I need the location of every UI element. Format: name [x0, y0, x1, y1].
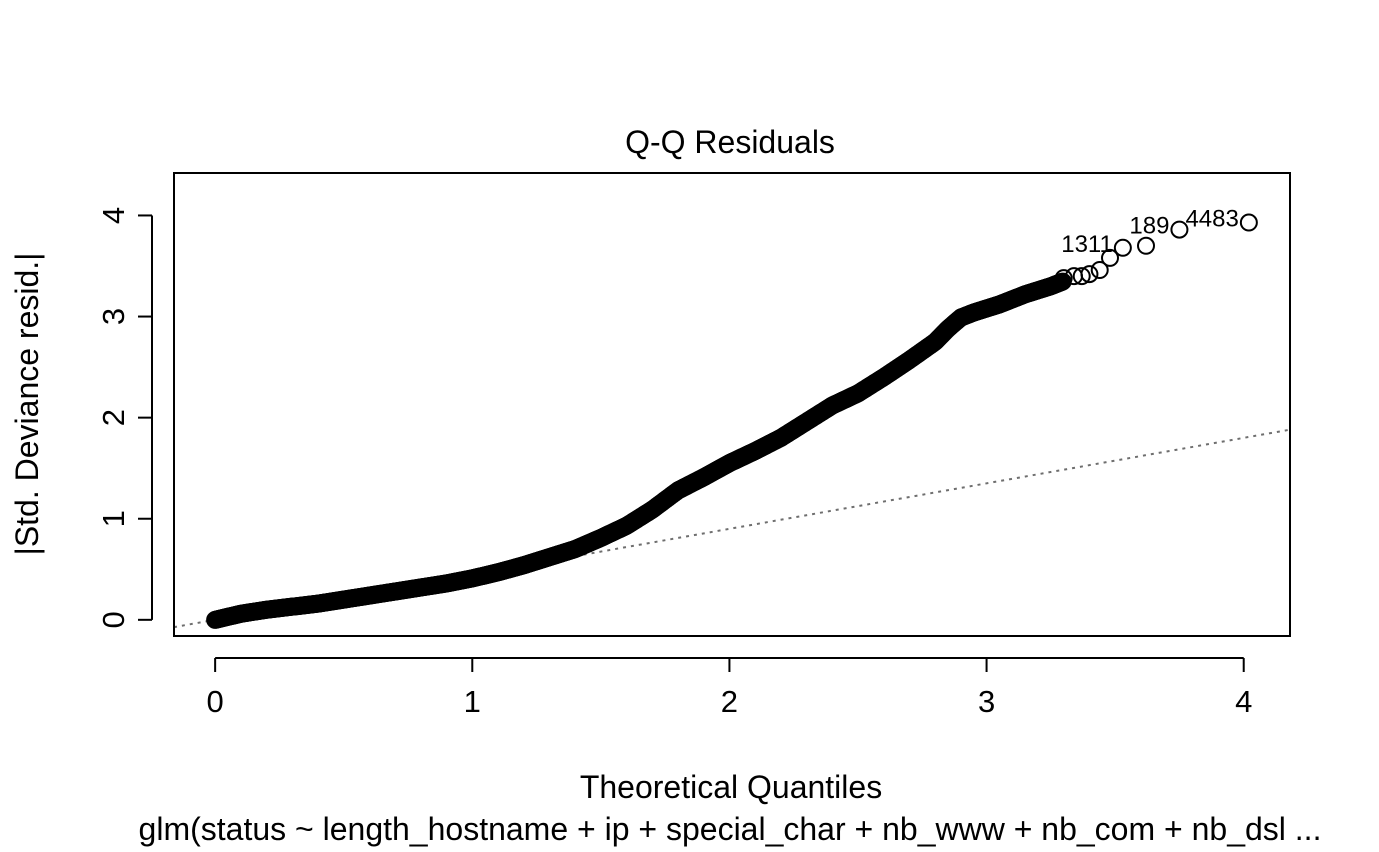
point-label-1311: 1311: [1061, 231, 1113, 258]
reference-line: [173, 428, 1291, 629]
point-labels-layer: 1311 189 4483: [1061, 206, 1239, 258]
tail-point-6: [1113, 238, 1132, 257]
points-layer: [206, 213, 1258, 629]
tail-point-0: [1054, 269, 1073, 288]
x-tick-label-2: 2: [721, 684, 738, 719]
y-tick-label-4: 4: [96, 207, 131, 224]
y-tick-label-3: 3: [96, 308, 131, 325]
y-axis: 0 1 2 3 4: [96, 207, 153, 628]
reference-line-layer: [173, 428, 1291, 629]
y-axis-label: |Std. Deviance resid.|: [9, 253, 45, 556]
x-tick-label-4: 4: [1235, 684, 1252, 719]
tail-point-3: [1080, 265, 1099, 284]
tail-point-2: [1072, 267, 1091, 286]
tail-point-9: [1239, 213, 1258, 232]
x-tick-label-0: 0: [207, 684, 224, 719]
x-axis-label: Theoretical Quantiles: [580, 769, 882, 805]
model-formula-subtitle: glm(status ~ length_hostname + ip + spec…: [139, 811, 1322, 847]
tail-point-5: [1101, 248, 1119, 267]
plot-frame: [173, 172, 1291, 637]
point-label-189: 189: [1129, 213, 1169, 240]
tail-point-8: [1170, 220, 1189, 239]
tail-point-7: [1137, 236, 1155, 255]
tail-point-4: [1090, 261, 1109, 280]
x-tick-label-3: 3: [978, 684, 995, 719]
point-label-4483: 4483: [1185, 206, 1238, 233]
x-tick-label-1: 1: [464, 684, 481, 719]
y-tick-label-0: 0: [96, 611, 131, 628]
x-axis: 0 1 2 3 4: [207, 657, 1252, 719]
chart-title: Q-Q Residuals: [625, 124, 835, 160]
y-tick-label-2: 2: [96, 409, 131, 426]
y-tick-label-1: 1: [96, 510, 131, 527]
